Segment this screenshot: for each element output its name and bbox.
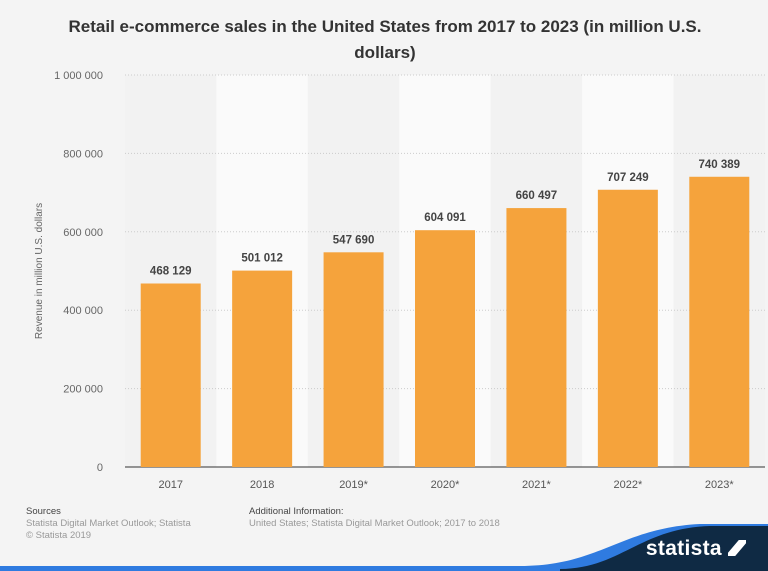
data-label: 707 249	[607, 172, 649, 184]
bar	[506, 208, 567, 467]
bar	[415, 230, 475, 467]
y-axis-label: Revenue in million U.S. dollars	[34, 203, 45, 339]
data-label: 604 091	[424, 212, 466, 224]
sources-block: Sources Statista Digital Market Outlook;…	[26, 506, 191, 542]
sources-text[interactable]: Statista Digital Market Outlook; Statist…	[26, 518, 191, 529]
additional-info-text: United States; Statista Digital Market O…	[249, 518, 500, 529]
x-tick-label: 2021*	[522, 479, 551, 491]
data-label: 501 012	[241, 253, 283, 265]
bar	[232, 270, 293, 467]
copyright: © Statista 2019	[26, 530, 92, 541]
y-tick-label: 1 000 000	[54, 70, 103, 82]
x-tick-label: 2017	[158, 479, 182, 491]
bar	[323, 252, 384, 467]
additional-info-label: Additional Information:	[249, 506, 344, 517]
statista-logo-icon	[728, 540, 746, 556]
statista-logo[interactable]: statista	[646, 537, 746, 561]
footer-wave-accent	[0, 524, 768, 571]
y-tick-label: 800 000	[63, 148, 103, 160]
data-label: 547 690	[333, 234, 375, 246]
x-tick-label: 2023*	[705, 479, 734, 491]
x-tick-label: 2019*	[339, 479, 368, 491]
data-label: 740 389	[698, 159, 740, 171]
logo-text: statista	[645, 537, 722, 560]
data-label: 660 497	[516, 190, 558, 202]
x-tick-label: 2018	[250, 479, 274, 491]
y-tick-label: 400 000	[63, 305, 103, 317]
y-tick-label: 200 000	[63, 384, 103, 396]
x-tick-label: 2022*	[613, 479, 642, 491]
data-label: 468 129	[150, 265, 192, 277]
bar	[140, 283, 201, 467]
x-tick-label: 2020*	[431, 479, 460, 491]
bar	[689, 176, 750, 467]
y-tick-label: 0	[97, 462, 103, 474]
footer-wave	[560, 526, 768, 571]
additional-info-block: Additional Information: United States; S…	[249, 506, 500, 530]
chart-title: Retail e-commerce sales in the United St…	[68, 17, 702, 62]
y-tick-label: 600 000	[63, 227, 103, 239]
bar	[597, 189, 658, 467]
sources-label: Sources	[26, 506, 61, 517]
